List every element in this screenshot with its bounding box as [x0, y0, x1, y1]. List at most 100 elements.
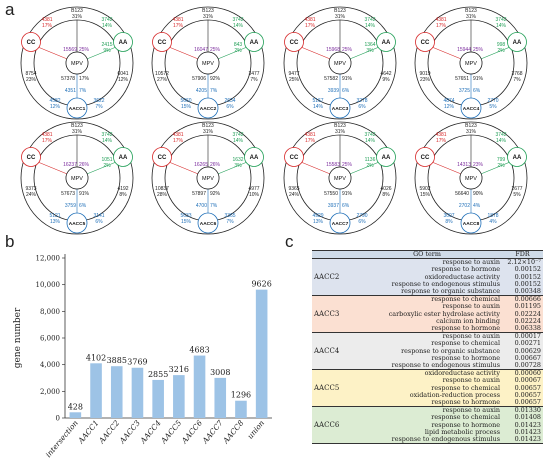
venn-right-pct: 5%: [513, 192, 521, 198]
y-tick-label: 10,000: [36, 281, 61, 289]
venn-top-pct: 31%: [335, 129, 346, 135]
x-tick-label: AACC4: [138, 418, 163, 445]
venn-panel: CC AAMPVAACC1B12331%438117%374214%24159%1…: [20, 6, 528, 235]
go-table-row: oxidation-reduction process 0.00657: [312, 391, 543, 400]
go-fdr-cell: 0.00667: [514, 354, 541, 362]
venn-cc-pct: 17%: [305, 138, 316, 144]
venn-mpv-count: 16237: [63, 162, 77, 168]
venn-aacc-left-count: 5121: [49, 213, 60, 219]
go-group-name: AACC4: [312, 332, 352, 370]
venn-cc-circle: [284, 147, 304, 167]
venn-center-pct: 90%: [473, 191, 484, 197]
venn-cc-count: 4381: [435, 17, 446, 23]
venn-aacc-right-pct: 6%: [95, 219, 103, 225]
venn-aa-label: AA: [250, 40, 259, 46]
venn-outer-circle: [151, 121, 265, 235]
venn-cc-circle: [152, 32, 172, 52]
bar: [152, 379, 164, 418]
venn-mpv-count: 14313: [457, 162, 471, 168]
venn-mpv-aacc-pct: 7%: [210, 203, 218, 209]
go-table-row: response to auxin 0.01195: [312, 303, 543, 311]
bar-data-label: 428: [68, 402, 83, 411]
venn-cc-label: CC: [27, 155, 36, 161]
venn-top-count: B123: [465, 123, 477, 129]
venn-aa-mpv-pct: 3%: [366, 48, 374, 54]
go-table-row: oxidoreductase activity 0.00152: [312, 273, 543, 281]
x-tick-label: AACC7: [200, 418, 225, 445]
venn-top-count: B123: [71, 123, 83, 129]
go-fdr-cell: 0.00271: [514, 340, 541, 348]
venn-mpv-circle-fill: [196, 166, 220, 190]
go-group-name: AACC6: [312, 406, 352, 444]
venn-cc-pct: 17%: [42, 138, 53, 144]
venn-outer-circle: [151, 6, 265, 120]
venn-aa-mpv-pct: 2%: [497, 163, 505, 169]
venn-mpv-label: MPV: [202, 61, 214, 67]
venn-aa-circle: [376, 32, 396, 52]
venn-right-pct: 8%: [382, 192, 390, 198]
venn-aa-mpv-count: 1136: [365, 157, 376, 163]
venn-aacc-right-count: 3365: [224, 213, 235, 219]
venn-left-count: 8754: [25, 71, 36, 77]
venn-aacc-label: AACC5: [69, 221, 86, 227]
venn-aacc-label: AACC1: [69, 106, 86, 112]
venn-outer-circle: [283, 6, 397, 120]
venn-aa-count: 3742: [232, 132, 243, 138]
go-term-cell: oxidation-reduction process: [409, 391, 500, 399]
y-tick-label: 0: [56, 415, 60, 423]
venn-right-count: 4642: [380, 71, 391, 77]
go-table-row: AACC5 oxidoreductase activity 0.00060: [312, 369, 543, 407]
go-table-row: response to hormone 0.00152: [312, 266, 543, 274]
venn-center-pct: 92%: [210, 191, 221, 197]
venn-outer-circle: [414, 6, 528, 120]
venn-mpv-aacc-pct: 6%: [79, 203, 87, 209]
venn-aacc-left-count: 4929: [312, 213, 323, 219]
venn-outer-circle: [20, 6, 134, 120]
venn-cc-label: CC: [290, 155, 299, 161]
venn-aacc-left-count: 5633: [180, 213, 191, 219]
go-fdr-cell: 0.01423: [514, 428, 541, 436]
venn-right-count: 2677: [511, 186, 522, 192]
venn-mpv-aacc-pct: 6%: [473, 88, 481, 94]
x-tick-label: union: [246, 418, 267, 440]
go-term-cell: response to auxin: [442, 303, 500, 311]
venn-aacc-left-pct: 12%: [50, 104, 61, 110]
x-tick-label: AACC3: [117, 418, 142, 445]
go-table-row: response to endogenous stimulus 0.01423: [312, 436, 543, 444]
go-table-row: AACC3 response to chemical 0.00666: [312, 295, 543, 333]
go-fdr-cell: 0.01408: [514, 414, 541, 422]
bar: [214, 377, 227, 418]
venn-aacc-left-count: 5167: [312, 98, 323, 104]
bar-data-label: 2855: [148, 370, 168, 379]
venn-mpv-aacc-pct: 7%: [79, 88, 87, 94]
venn-cc-label: CC: [158, 155, 167, 161]
venn-top-pct: 31%: [335, 14, 346, 20]
venn-right-pct: 12%: [118, 77, 129, 83]
go-fdr-cell: 0.00348: [514, 288, 541, 296]
go-fdr-cell: 0.06338: [514, 325, 541, 333]
venn-mpv-aacc-pct: 6%: [342, 88, 350, 94]
go-table-row: carboxylic ester hydrolase activity 0.022…: [312, 310, 543, 318]
venn-mpv-aacc-pct: 4%: [473, 203, 481, 209]
venn-aacc-circle: [460, 97, 482, 119]
go-table-row: response to chemical 0.00657: [312, 384, 543, 392]
y-tick-label: 4,000: [40, 361, 60, 369]
venn-top-count: B123: [202, 8, 214, 14]
venn-mpv-pct: 26%: [210, 162, 221, 168]
go-term-cell: response to auxin: [442, 377, 500, 385]
venn-cc-count: 4381: [435, 132, 446, 138]
venn-left-count: 9019: [419, 71, 430, 77]
bar: [69, 412, 82, 418]
venn-aa-label: AA: [382, 155, 391, 161]
bar-data-label: 3885: [107, 356, 127, 365]
venn-diagram: CC AAMPVAACC1B12331%438117%374214%24159%1…: [20, 6, 134, 120]
go-table-row: response to organic substance 0.00629: [312, 347, 543, 355]
venn-mpv-label: MPV: [465, 176, 477, 182]
venn-mpv-circle-fill: [459, 51, 483, 75]
bar-data-label: 4683: [189, 346, 209, 355]
venn-aa-circle: [244, 147, 264, 167]
go-fdr-cell: 0.00152: [514, 280, 541, 288]
venn-aacc-left-count: 4874: [443, 98, 454, 104]
